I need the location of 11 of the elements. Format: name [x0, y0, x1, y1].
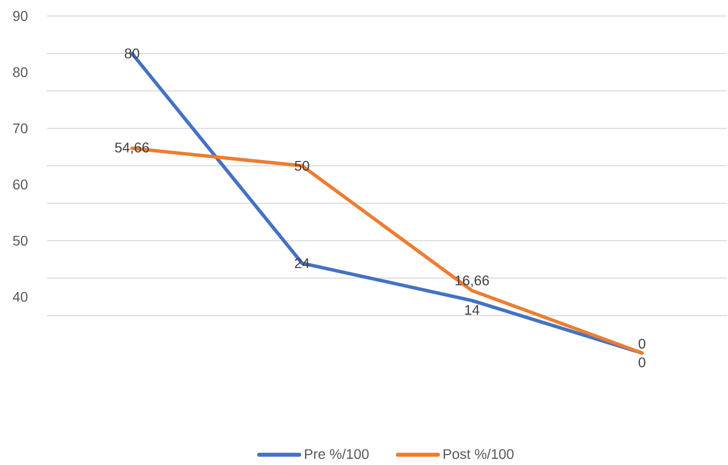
data-label: 14	[465, 305, 480, 315]
legend-label: Pre %/100	[305, 448, 369, 459]
text: 70	[13, 123, 28, 134]
text: 50	[13, 236, 28, 246]
text: 80	[13, 67, 28, 78]
text: 40	[12, 292, 28, 302]
legend-label: Post %/100	[444, 448, 514, 459]
text: 90	[13, 11, 28, 21]
data-label: 0	[638, 338, 646, 349]
text: 60	[13, 180, 28, 190]
data-label: 0	[638, 357, 646, 368]
